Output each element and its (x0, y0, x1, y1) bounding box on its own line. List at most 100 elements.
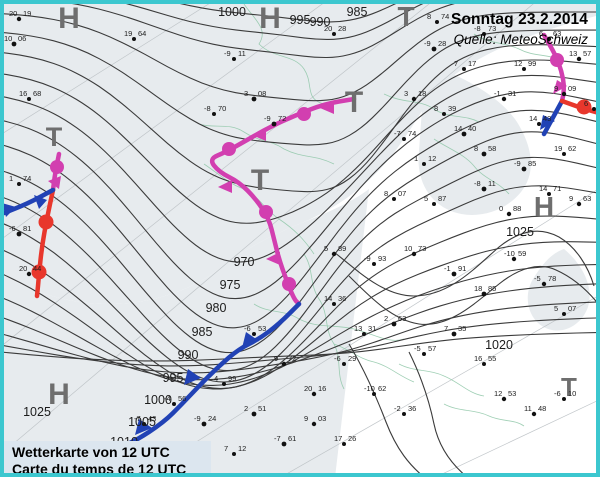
svg-text:7: 7 (444, 324, 448, 333)
svg-text:-9: -9 (364, 254, 371, 263)
svg-text:39: 39 (448, 104, 456, 113)
svg-text:5: 5 (554, 304, 558, 313)
svg-text:57: 57 (583, 49, 591, 58)
svg-text:H: H (58, 4, 80, 35)
svg-text:1000: 1000 (144, 393, 172, 407)
svg-text:8: 8 (427, 12, 431, 21)
svg-text:20: 20 (19, 264, 27, 273)
svg-text:44: 44 (33, 264, 41, 273)
svg-text:T: T (397, 4, 414, 32)
svg-text:H: H (48, 378, 70, 411)
svg-text:-10: -10 (504, 249, 515, 258)
svg-text:14: 14 (454, 124, 462, 133)
svg-text:18: 18 (474, 284, 482, 293)
svg-text:29: 29 (348, 354, 356, 363)
svg-text:63: 63 (583, 194, 591, 203)
svg-text:H: H (534, 191, 554, 222)
svg-text:1025: 1025 (23, 405, 51, 419)
svg-text:985: 985 (192, 325, 213, 339)
svg-text:995: 995 (163, 371, 184, 385)
svg-text:07: 07 (568, 304, 576, 313)
svg-text:24: 24 (208, 414, 216, 423)
svg-text:975: 975 (220, 278, 241, 292)
svg-text:2: 2 (244, 404, 248, 413)
svg-text:10: 10 (568, 389, 576, 398)
svg-text:78: 78 (548, 274, 556, 283)
svg-text:57: 57 (428, 344, 436, 353)
svg-text:8: 8 (434, 104, 438, 113)
svg-text:-1: -1 (494, 89, 501, 98)
svg-text:11: 11 (238, 49, 246, 58)
svg-text:-5: -5 (414, 344, 421, 353)
svg-text:93: 93 (378, 254, 386, 263)
svg-text:985: 985 (347, 5, 368, 19)
svg-text:51: 51 (258, 404, 266, 413)
svg-text:1005: 1005 (128, 415, 156, 429)
svg-text:17: 17 (334, 434, 342, 443)
svg-text:17: 17 (468, 59, 476, 68)
svg-text:16: 16 (318, 384, 326, 393)
svg-text:55: 55 (488, 354, 496, 363)
svg-text:28: 28 (438, 39, 446, 48)
svg-text:03: 03 (318, 414, 326, 423)
svg-text:1020: 1020 (485, 338, 513, 352)
svg-text:-9: -9 (224, 49, 231, 58)
svg-text:63: 63 (398, 314, 406, 323)
svg-text:2: 2 (384, 314, 388, 323)
svg-text:H: H (259, 4, 281, 35)
svg-text:12: 12 (494, 389, 502, 398)
svg-text:9: 9 (554, 84, 558, 93)
svg-text:53: 53 (258, 324, 266, 333)
svg-text:48: 48 (538, 404, 546, 413)
svg-text:11: 11 (524, 404, 532, 413)
svg-text:72: 72 (278, 114, 286, 123)
svg-text:990: 990 (178, 348, 199, 362)
svg-text:7: 7 (454, 59, 458, 68)
svg-text:0: 0 (499, 204, 503, 213)
svg-text:4: 4 (214, 374, 218, 383)
svg-text:08: 08 (258, 89, 266, 98)
svg-text:-6: -6 (334, 354, 341, 363)
svg-text:43: 43 (543, 114, 551, 123)
svg-text:20: 20 (304, 384, 312, 393)
svg-text:35: 35 (458, 324, 466, 333)
svg-text:61: 61 (288, 434, 296, 443)
svg-text:995: 995 (290, 13, 311, 27)
svg-text:1000: 1000 (218, 5, 246, 19)
svg-text:9: 9 (274, 354, 278, 363)
svg-text:990: 990 (310, 15, 331, 29)
svg-text:T: T (46, 122, 63, 152)
svg-text:16: 16 (19, 89, 27, 98)
svg-text:980: 980 (206, 301, 227, 315)
svg-text:-8: -8 (474, 179, 481, 188)
svg-text:12: 12 (428, 154, 436, 163)
svg-text:3: 3 (404, 89, 408, 98)
svg-text:5: 5 (424, 194, 428, 203)
svg-text:-8: -8 (204, 104, 211, 113)
svg-text:36: 36 (408, 404, 416, 413)
svg-text:-6: -6 (244, 324, 251, 333)
svg-text:T: T (251, 164, 269, 197)
svg-text:10: 10 (4, 34, 12, 43)
svg-text:6: 6 (584, 99, 588, 108)
svg-text:970: 970 (234, 255, 255, 269)
svg-text:-9: -9 (264, 114, 271, 123)
svg-text:88: 88 (513, 204, 521, 213)
svg-text:5: 5 (324, 244, 328, 253)
svg-text:8: 8 (384, 189, 388, 198)
svg-text:1025: 1025 (506, 225, 534, 239)
svg-text:19: 19 (23, 9, 31, 18)
svg-text:74: 74 (408, 129, 416, 138)
svg-text:-6: -6 (554, 389, 561, 398)
svg-text:85: 85 (488, 284, 496, 293)
svg-text:40: 40 (468, 124, 476, 133)
svg-text:9: 9 (304, 414, 308, 423)
svg-text:12: 12 (238, 444, 246, 453)
svg-text:18: 18 (418, 89, 426, 98)
svg-text:89: 89 (338, 244, 346, 253)
svg-text:56: 56 (178, 394, 186, 403)
svg-text:13: 13 (569, 49, 577, 58)
svg-text:3: 3 (244, 89, 248, 98)
svg-text:31: 31 (368, 324, 376, 333)
svg-text:T: T (345, 86, 363, 119)
